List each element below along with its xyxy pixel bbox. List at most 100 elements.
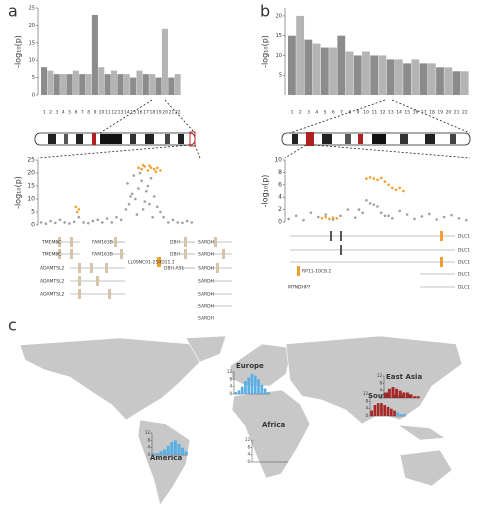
snp-point — [394, 188, 398, 192]
snp-point — [167, 221, 170, 224]
chromosome-signal — [329, 47, 337, 95]
y-tick-label: 12 — [245, 437, 251, 442]
gene-label: DLC1 — [458, 260, 470, 266]
snp-point — [450, 213, 453, 217]
bar — [170, 442, 174, 455]
chromosome-signal — [85, 74, 92, 95]
y-tick-label: 12 — [363, 391, 369, 396]
chromosome-signal — [66, 74, 73, 95]
snp-point — [465, 218, 468, 222]
x-tick-label: 19 — [156, 110, 162, 116]
chromosome-signal — [436, 67, 444, 95]
chromosome-signal — [288, 35, 296, 95]
y-tick-label: 0 — [278, 219, 282, 226]
region-label: East Asia — [386, 373, 422, 381]
snp-point — [130, 192, 134, 196]
snp-point — [428, 212, 431, 216]
snp-point — [376, 205, 379, 208]
bar — [402, 392, 406, 398]
bar — [376, 403, 380, 416]
x-tick-label: 16 — [413, 110, 419, 116]
snp-point — [124, 208, 128, 211]
x-tick-label: 3 — [307, 110, 310, 116]
ideogram-b — [281, 132, 471, 146]
y-axis-label: -log₁₀(p) — [261, 35, 270, 68]
y-tick-label: 10 — [29, 58, 35, 64]
snp-point — [152, 195, 156, 198]
x-tick-label: 7 — [81, 110, 84, 116]
bar — [250, 373, 254, 394]
y-axis-label: -log₁₀(p) — [261, 175, 270, 208]
snp-point — [105, 217, 109, 220]
y-tick-label: 20 — [29, 23, 35, 29]
y-tick-label: 4 — [247, 452, 250, 457]
gene-label: SARDH — [198, 316, 214, 322]
y-tick-label: 12 — [227, 369, 233, 374]
y-tick-label: 0 — [31, 222, 35, 229]
snp-point — [115, 215, 118, 219]
bar — [373, 405, 377, 416]
bar — [159, 451, 163, 455]
y-tick-label: 10 — [27, 196, 35, 203]
snp-point — [53, 221, 57, 225]
snp-point — [86, 221, 90, 225]
snp-point — [162, 215, 165, 219]
snp-point — [134, 197, 137, 201]
bar — [244, 381, 247, 394]
chromosome-signal — [394, 59, 403, 95]
y-tick-label: 20 — [27, 170, 35, 177]
chromosome-signal — [72, 70, 79, 95]
y-tick-label: 0 — [379, 395, 382, 400]
bar — [391, 387, 395, 398]
bar — [405, 392, 409, 398]
x-tick-label: 15 — [130, 110, 136, 116]
x-tick-label: 2 — [49, 110, 52, 116]
snp-point — [387, 183, 390, 187]
ideogram-a — [34, 131, 196, 147]
x-tick-label: 16 — [137, 110, 143, 116]
snp-point — [287, 217, 291, 221]
chromosome-signal — [378, 55, 387, 95]
bar — [380, 403, 383, 416]
chromosome-signal — [345, 51, 354, 95]
snp-point — [146, 184, 150, 188]
x-tick-label: 1 — [43, 110, 46, 116]
snp-point — [132, 174, 136, 177]
x-tick-label: 2 — [299, 110, 302, 116]
x-tick-label: 9 — [94, 110, 97, 116]
x-tick-label: 11 — [372, 110, 378, 116]
snp-point — [171, 218, 175, 222]
snp-point — [58, 218, 62, 222]
chromosome-signal — [117, 74, 124, 95]
x-tick-label: 13 — [118, 110, 124, 116]
chromosome-signal — [111, 70, 118, 95]
gene-label: DBH-AS1 — [164, 266, 184, 272]
x-tick-label: 20 — [446, 110, 452, 116]
x-tick-label: 5 — [324, 110, 327, 116]
chromosome-signal — [370, 55, 379, 95]
bar — [396, 412, 400, 416]
snp-point — [141, 208, 145, 211]
gene-exons — [58, 231, 443, 299]
chromosome-signal — [296, 15, 305, 96]
chromosome-signal — [174, 74, 181, 95]
y-tick-label: 4 — [379, 388, 382, 393]
snp-point — [354, 216, 357, 219]
y-tick-label: 0 — [229, 391, 232, 396]
y-tick-label: 15 — [29, 40, 35, 46]
snp-point — [294, 214, 298, 218]
bar — [240, 386, 244, 394]
snp-point — [442, 215, 446, 219]
snp-point — [383, 214, 387, 218]
snp-point — [317, 215, 320, 219]
y-tick-label: 10 — [274, 157, 282, 164]
y-tick-label: 10 — [276, 53, 282, 59]
x-tick-label: 21 — [454, 110, 460, 116]
snp-point — [357, 208, 361, 211]
snp-point — [143, 200, 147, 203]
bar — [409, 394, 413, 398]
y-tick-label: 20 — [276, 13, 282, 19]
gene-label: TMEM8C — [41, 240, 61, 246]
x-tick-label: 17 — [421, 110, 427, 116]
x-tick-label: 12 — [380, 110, 386, 116]
